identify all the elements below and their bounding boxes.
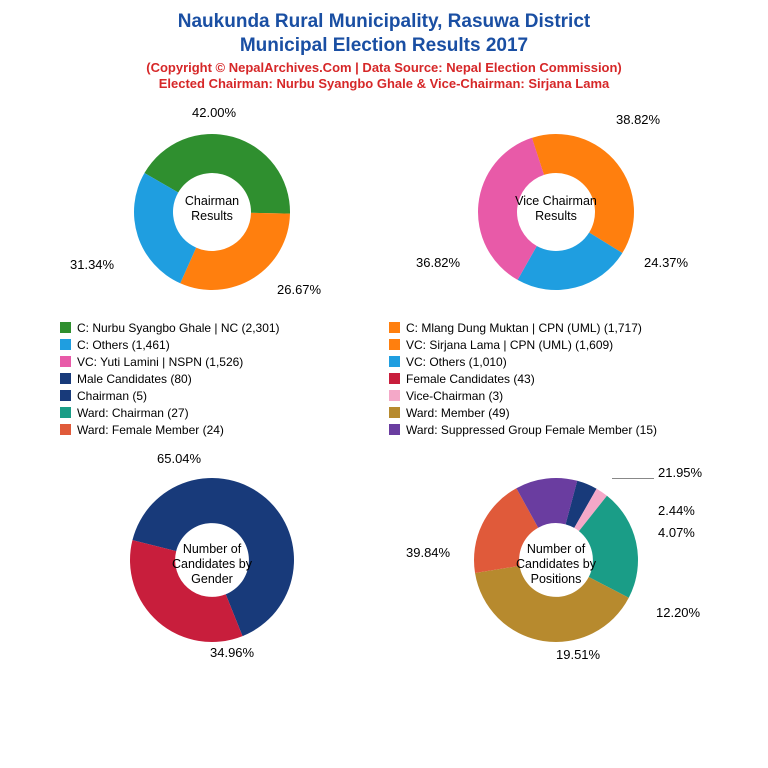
top-charts-row: Chairman Results 42.00% 31.34% 26.67% Vice … — [0, 97, 768, 317]
title-sub2: Elected Chairman: Nurbu Syangbo Ghale & … — [20, 76, 748, 91]
legend-item: VC: Sirjana Lama | CPN (UML) (1,609) — [389, 338, 708, 352]
legend-item: C: Mlang Dung Muktan | CPN (UML) (1,717) — [389, 321, 708, 335]
legend-item: Ward: Suppressed Group Female Member (15… — [389, 423, 708, 437]
legend-swatch — [60, 390, 71, 401]
legend-swatch — [60, 356, 71, 367]
pct-label: 65.04% — [157, 451, 201, 466]
legend-swatch — [60, 407, 71, 418]
title-sub1: (Copyright © NepalArchives.Com | Data So… — [20, 60, 748, 75]
legend: C: Nurbu Syangbo Ghale | NC (2,301) C: Ml… — [0, 317, 768, 445]
positions-chart: Number of Candidates by Positions 4.07% 2.… — [406, 445, 706, 665]
donut-center-label: Number of Candidates by Positions — [511, 542, 601, 587]
pct-label: 36.82% — [416, 255, 460, 270]
donut-center-label: Number of Candidates by Gender — [167, 542, 257, 587]
legend-text: Vice-Chairman (3) — [406, 389, 503, 403]
legend-item: Ward: Female Member (24) — [60, 423, 379, 437]
pct-label: 21.95% — [658, 465, 702, 480]
gender-chart: Number of Candidates by Gender 65.04% 34.9… — [62, 445, 362, 665]
donut-slice — [180, 212, 290, 289]
legend-text: Ward: Chairman (27) — [77, 406, 189, 420]
legend-swatch — [389, 339, 400, 350]
pct-label: 4.07% — [658, 525, 695, 540]
legend-item: VC: Others (1,010) — [389, 355, 708, 369]
legend-text: Ward: Member (49) — [406, 406, 510, 420]
chairman-chart: Chairman Results 42.00% 31.34% 26.67% — [62, 97, 362, 317]
legend-item: Ward: Member (49) — [389, 406, 708, 420]
pct-label: 39.84% — [406, 545, 450, 560]
legend-text: C: Mlang Dung Muktan | CPN (UML) (1,717) — [406, 321, 642, 335]
legend-text: C: Others (1,461) — [77, 338, 170, 352]
pointer-line — [612, 478, 654, 479]
legend-swatch — [389, 373, 400, 384]
legend-text: VC: Yuti Lamini | NSPN (1,526) — [77, 355, 243, 369]
pct-label: 34.96% — [210, 645, 254, 660]
legend-swatch — [60, 373, 71, 384]
legend-text: C: Nurbu Syangbo Ghale | NC (2,301) — [77, 321, 280, 335]
bottom-charts-row: Number of Candidates by Gender 65.04% 34.9… — [0, 445, 768, 665]
pct-label: 2.44% — [658, 503, 695, 518]
pct-label: 19.51% — [556, 647, 600, 662]
legend-item: Female Candidates (43) — [389, 372, 708, 386]
pct-label: 24.37% — [644, 255, 688, 270]
legend-item: C: Others (1,461) — [60, 338, 379, 352]
legend-swatch — [389, 390, 400, 401]
legend-swatch — [389, 424, 400, 435]
legend-text: Female Candidates (43) — [406, 372, 535, 386]
legend-swatch — [389, 356, 400, 367]
pct-label: 12.20% — [656, 605, 700, 620]
title-block: Naukunda Rural Municipality, Rasuwa Dist… — [0, 0, 768, 97]
pct-label: 42.00% — [192, 105, 236, 120]
legend-item: C: Nurbu Syangbo Ghale | NC (2,301) — [60, 321, 379, 335]
legend-text: Male Candidates (80) — [77, 372, 192, 386]
legend-item: Chairman (5) — [60, 389, 379, 403]
donut-center-label: Vice Chairman Results — [511, 194, 601, 224]
title-line1: Naukunda Rural Municipality, Rasuwa Dist… — [20, 10, 748, 34]
pct-label: 31.34% — [70, 257, 114, 272]
donut-center-label: Chairman Results — [167, 194, 257, 224]
vice-chairman-chart: Vice Chairman Results 38.82% 24.37% 36.82% — [406, 97, 706, 317]
legend-swatch — [389, 322, 400, 333]
legend-text: VC: Sirjana Lama | CPN (UML) (1,609) — [406, 338, 613, 352]
pct-label: 26.67% — [277, 282, 321, 297]
legend-item: VC: Yuti Lamini | NSPN (1,526) — [60, 355, 379, 369]
legend-item: Ward: Chairman (27) — [60, 406, 379, 420]
legend-swatch — [60, 424, 71, 435]
legend-swatch — [389, 407, 400, 418]
title-line2: Municipal Election Results 2017 — [20, 34, 748, 58]
legend-item: Vice-Chairman (3) — [389, 389, 708, 403]
legend-swatch — [60, 339, 71, 350]
legend-text: Ward: Female Member (24) — [77, 423, 224, 437]
donut-slice — [134, 172, 196, 282]
legend-text: VC: Others (1,010) — [406, 355, 507, 369]
pct-label: 38.82% — [616, 112, 660, 127]
legend-item: Male Candidates (80) — [60, 372, 379, 386]
legend-text: Chairman (5) — [77, 389, 147, 403]
legend-swatch — [60, 322, 71, 333]
legend-text: Ward: Suppressed Group Female Member (15… — [406, 423, 657, 437]
